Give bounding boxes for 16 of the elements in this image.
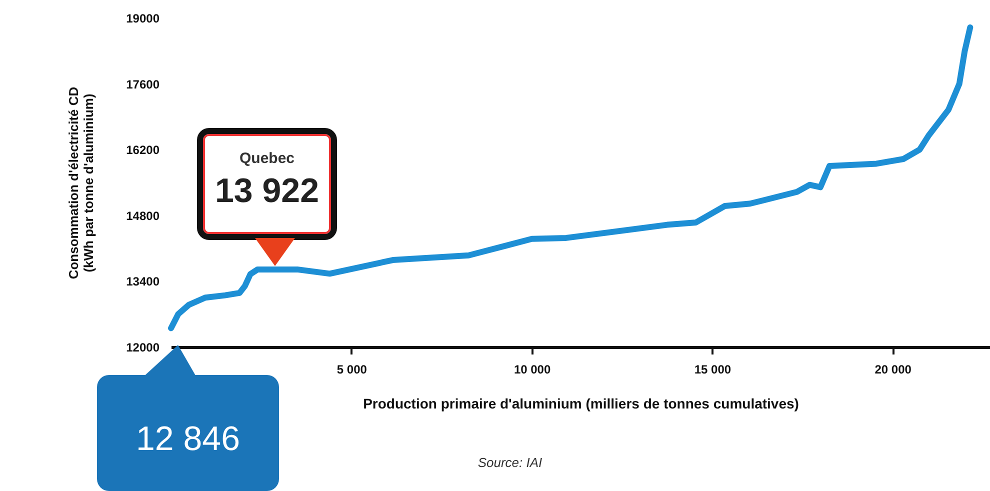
x-tick-label: 15 000	[694, 362, 732, 376]
annotation: Quebec	[238, 150, 296, 167]
y-tick-label: 17600	[126, 77, 160, 92]
source-note: Source: IAI	[476, 455, 544, 470]
y-tick-label: 12000	[126, 340, 160, 354]
x-tick-label: 5 000	[336, 362, 368, 376]
x-tick-label: 20 000	[874, 362, 912, 376]
x-axis-title: Production primaire d'aluminium (milliers de tonnes cumulatives)	[363, 396, 799, 412]
y-tick-label: 14800	[126, 208, 160, 223]
y-tick-label: 13400	[126, 274, 160, 289]
y-tick-label: 19000	[126, 12, 160, 26]
annotation: 13 922	[214, 172, 320, 211]
text: 12 846	[135, 420, 241, 459]
y-tick-label: 16200	[126, 143, 160, 158]
x-tick-label: 10 000	[514, 362, 551, 376]
y-axis-title: Consommation d'électricité CD (kWh par tonne d'aluminium)	[66, 86, 96, 280]
